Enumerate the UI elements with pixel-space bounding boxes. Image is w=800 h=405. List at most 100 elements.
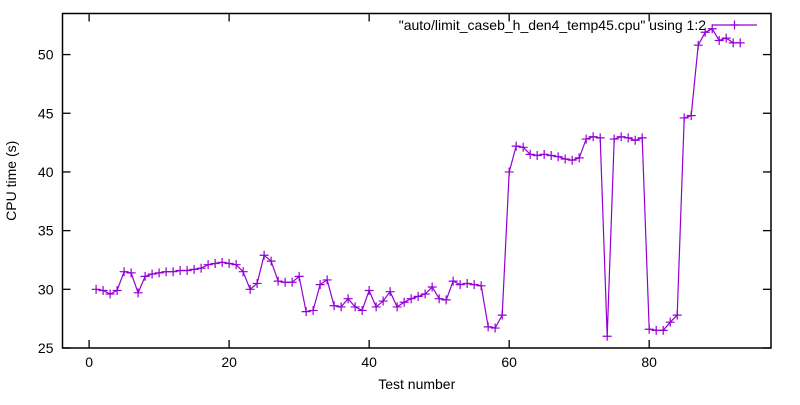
series-point-marker — [210, 258, 220, 268]
series-point-marker — [504, 167, 514, 177]
series-point-marker — [399, 297, 409, 307]
series-point-marker — [196, 263, 206, 273]
series-point-marker — [546, 151, 556, 161]
series-point-marker — [707, 24, 717, 34]
series-point-marker — [91, 284, 101, 294]
series-point-marker — [730, 20, 739, 30]
series-point-marker — [483, 322, 493, 332]
legend — [712, 20, 757, 30]
series-point-marker — [294, 271, 304, 281]
y-tick-label: 45 — [38, 105, 54, 121]
series-point-marker — [623, 133, 633, 143]
series-point-marker — [511, 141, 521, 151]
series-point-marker — [357, 305, 367, 315]
series-point-marker — [371, 302, 381, 312]
series-point-marker — [602, 331, 612, 341]
series-point-marker — [133, 288, 143, 298]
series-point-marker — [525, 149, 535, 159]
series-point-marker — [413, 291, 423, 301]
series-point-marker — [315, 280, 325, 290]
series-point-marker — [518, 142, 528, 152]
series-point-marker — [616, 132, 626, 142]
series-point-marker — [735, 38, 745, 48]
x-tick-label: 0 — [85, 354, 93, 370]
series-point-marker — [105, 289, 115, 299]
series-point-marker — [532, 151, 542, 161]
series-point-marker — [455, 280, 465, 290]
series-point-marker — [168, 267, 178, 277]
series-point-marker — [434, 294, 444, 304]
series-point-marker — [553, 152, 563, 162]
series-point-marker — [336, 302, 346, 312]
series-point-marker — [308, 305, 318, 315]
series-point-marker — [392, 302, 402, 312]
series-point-marker — [490, 323, 500, 333]
series-point-marker — [700, 27, 710, 37]
series-point-marker — [245, 284, 255, 294]
series-point-marker — [266, 256, 276, 266]
axis-ticks — [62, 13, 771, 349]
series-point-marker — [497, 310, 507, 320]
legend-label: "auto/limit_caseb_h_den4_temp45.cpu" usi… — [399, 17, 706, 33]
series-point-marker — [644, 324, 654, 334]
series-point-marker — [441, 295, 451, 305]
series-point-marker — [385, 287, 395, 297]
series-point-marker — [574, 153, 584, 163]
series-point-marker — [231, 260, 241, 270]
y-tick-label: 50 — [38, 47, 54, 63]
series-point-marker — [112, 285, 122, 295]
x-tick-label: 40 — [361, 354, 377, 370]
series-point-marker — [119, 267, 129, 277]
series-point-marker — [182, 266, 192, 276]
series-point-marker — [560, 154, 570, 164]
series-point-marker — [329, 301, 339, 311]
series-point-marker — [427, 282, 437, 292]
data-series — [91, 24, 745, 341]
series-point-marker — [637, 133, 647, 143]
series-point-marker — [721, 33, 731, 43]
series-point-marker — [469, 280, 479, 290]
series-point-marker — [672, 310, 682, 320]
series-line — [95, 28, 741, 337]
series-point-marker — [609, 134, 619, 144]
series-point-marker — [203, 260, 213, 270]
series-point-marker — [665, 317, 675, 327]
series-point-marker — [189, 264, 199, 274]
series-point-marker — [476, 281, 486, 291]
series-point-marker — [581, 134, 591, 144]
series-point-marker — [420, 289, 430, 299]
series-point-marker — [630, 135, 640, 145]
series-point-marker — [154, 268, 164, 278]
series-point-marker — [126, 268, 136, 278]
y-tick-label: 25 — [38, 340, 54, 356]
series-point-marker — [539, 149, 549, 159]
series-point-marker — [588, 132, 598, 142]
series-point-marker — [322, 275, 332, 285]
series-point-marker — [462, 278, 472, 288]
series-point-marker — [448, 276, 458, 286]
series-point-marker — [350, 302, 360, 312]
series-point-marker — [567, 155, 577, 165]
y-tick-label: 35 — [38, 223, 54, 239]
series-point-marker — [406, 294, 416, 304]
series-point-marker — [217, 257, 227, 267]
x-axis-label: Test number — [378, 376, 455, 392]
series-point-marker — [595, 133, 605, 143]
plot-border — [61, 12, 772, 349]
series-point-marker — [252, 278, 262, 288]
series-point-marker — [259, 250, 269, 260]
x-tick-label: 20 — [221, 354, 237, 370]
series-point-marker — [238, 267, 248, 277]
series-point-marker — [147, 269, 157, 279]
series-point-marker — [693, 40, 703, 50]
series-point-marker — [686, 111, 696, 121]
series-point-marker — [140, 271, 150, 281]
x-tick-label: 60 — [501, 354, 517, 370]
y-tick-label: 30 — [38, 281, 54, 297]
y-tick-label: 40 — [38, 164, 54, 180]
series-point-marker — [98, 285, 108, 295]
series-point-marker — [224, 258, 234, 268]
series-point-marker — [714, 35, 724, 45]
